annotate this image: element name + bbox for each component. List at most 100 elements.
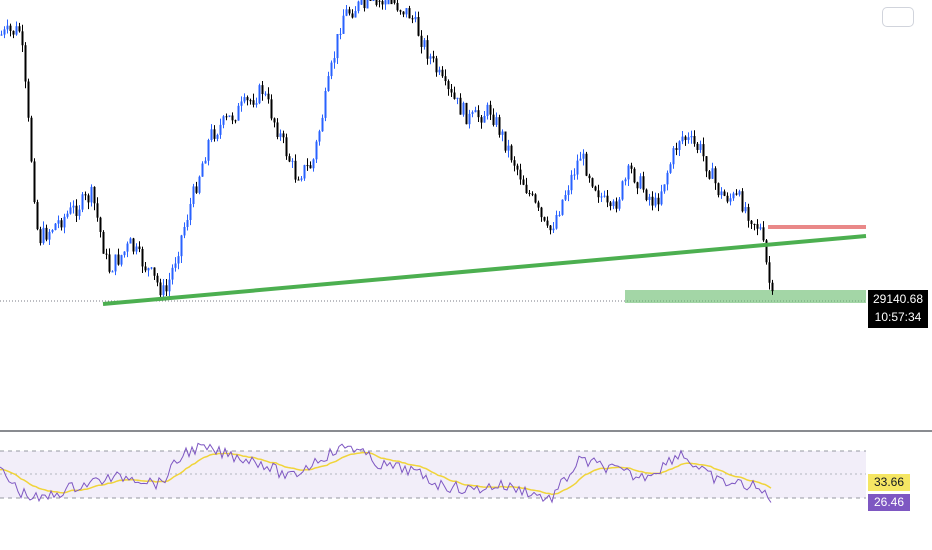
rsi-value-tag: 26.46 xyxy=(868,494,910,511)
current-price-tag: 29140.68 10:57:34 xyxy=(868,290,928,328)
trendline[interactable] xyxy=(102,234,867,306)
candle-body xyxy=(678,141,681,150)
chart-settings-button[interactable] xyxy=(882,7,914,27)
candle-body xyxy=(627,165,630,180)
candle-body xyxy=(486,104,489,116)
candle-body xyxy=(288,156,291,162)
candle-body xyxy=(756,224,759,229)
candle-body xyxy=(87,195,90,203)
candle-body xyxy=(564,194,567,200)
candle-body xyxy=(276,122,279,137)
candle-body xyxy=(708,171,711,179)
candle-body xyxy=(735,193,738,195)
candle-body xyxy=(504,131,507,151)
candle-body xyxy=(33,161,36,203)
candle-body xyxy=(585,153,588,176)
candle-body xyxy=(222,116,225,125)
candle-body xyxy=(723,191,726,196)
candle-body xyxy=(339,33,342,35)
candle-body xyxy=(744,207,747,212)
candle-body xyxy=(312,159,315,169)
candle-body xyxy=(291,160,294,162)
candle-body xyxy=(447,81,450,90)
candle-body xyxy=(408,8,411,19)
candle-body xyxy=(330,62,333,77)
candle-body xyxy=(129,238,132,244)
candle-body xyxy=(366,0,369,9)
candle-body xyxy=(573,174,576,176)
candle-body xyxy=(36,202,39,230)
candle-body xyxy=(93,186,96,204)
candle-body xyxy=(69,207,72,214)
candle-body xyxy=(309,165,312,169)
candle-body xyxy=(411,18,414,20)
candle-body xyxy=(543,217,546,221)
candle-body xyxy=(738,191,741,195)
candle-body xyxy=(63,216,66,228)
candle-body xyxy=(534,194,537,203)
candle-body xyxy=(45,227,48,240)
candle-body xyxy=(612,201,615,207)
candle-body xyxy=(651,196,654,206)
candle-body xyxy=(561,199,564,215)
candle-body xyxy=(153,267,156,276)
candle-body xyxy=(102,231,105,254)
candle-body xyxy=(438,69,441,73)
candle-body xyxy=(702,144,705,157)
candle-body xyxy=(81,194,84,210)
candle-body xyxy=(510,145,513,161)
candle-body xyxy=(672,148,675,165)
candle-body xyxy=(180,235,183,257)
candle-body xyxy=(468,113,471,125)
candle-body xyxy=(348,9,351,14)
candle-body xyxy=(465,102,468,125)
candle-body xyxy=(417,17,420,36)
candle-body xyxy=(759,227,762,229)
candle-body xyxy=(282,133,285,138)
candle-body xyxy=(315,141,318,160)
rsi-panel xyxy=(0,442,866,504)
candle-body xyxy=(456,97,459,99)
candle-body xyxy=(432,56,435,59)
candle-body xyxy=(168,279,171,292)
rsi-line xyxy=(0,442,772,504)
candle-body xyxy=(147,268,150,271)
candle-body xyxy=(477,110,480,118)
candle-body xyxy=(528,193,531,195)
candle-body xyxy=(66,213,69,217)
candle-body xyxy=(117,254,120,265)
candle-body xyxy=(294,160,297,180)
candle-body xyxy=(741,191,744,212)
candle-body xyxy=(765,240,768,263)
candle-body xyxy=(690,136,693,138)
candle-body xyxy=(462,102,465,115)
candle-body xyxy=(687,137,690,140)
candle-body xyxy=(552,228,555,231)
candle-body xyxy=(342,15,345,34)
candle-body xyxy=(6,25,9,30)
candle-body xyxy=(21,31,24,46)
candle-body xyxy=(648,196,651,200)
candle-body xyxy=(507,145,510,151)
current-price-label: 29140.68 xyxy=(872,292,924,306)
candle-body xyxy=(576,160,579,175)
candle-body xyxy=(30,117,33,162)
candle-body xyxy=(114,254,117,272)
price-panel xyxy=(0,0,867,306)
candle-body xyxy=(663,184,666,192)
candle-body xyxy=(501,131,504,135)
candle-body xyxy=(558,214,561,216)
candle-body xyxy=(384,0,387,5)
candle-body xyxy=(399,10,402,12)
resistance-level xyxy=(768,225,866,229)
candle-body xyxy=(57,220,60,224)
candle-body xyxy=(426,40,429,59)
candle-body xyxy=(99,217,102,232)
candle-body xyxy=(597,190,600,198)
candle-body xyxy=(372,0,375,2)
candle-body xyxy=(264,93,267,95)
candle-body xyxy=(363,0,366,9)
candle-body xyxy=(24,45,27,82)
candle-body xyxy=(204,160,207,164)
